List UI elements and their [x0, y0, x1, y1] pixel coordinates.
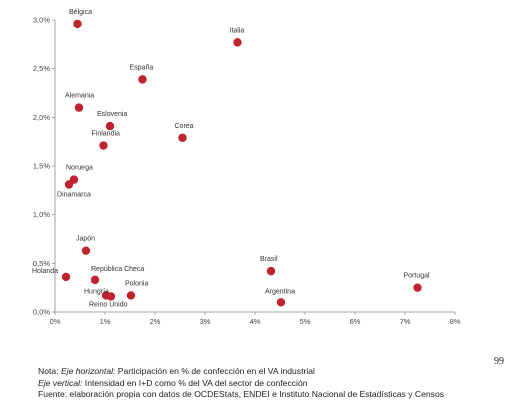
- note-prefix: Nota:: [38, 366, 61, 376]
- point-label: Dinamarca: [57, 191, 91, 198]
- x-tick-label: 7%: [400, 317, 411, 326]
- x-tick-label: 3%: [200, 317, 211, 326]
- note-line-1: Nota: Eje horizontal: Participación en %…: [38, 366, 508, 378]
- point-label: Brasil: [260, 256, 278, 263]
- point-labels: Bélgica Italia España Alemania Eslovenia Finl…: [32, 9, 430, 309]
- data-point: [61, 272, 71, 282]
- point-label: Eslovenia: [97, 111, 127, 118]
- note-horizontal-axis-label: Eje horizontal:: [60, 366, 116, 376]
- note-horizontal-axis-text: Participación en % de confección en el V…: [115, 366, 315, 376]
- x-axis-ticks: 0% 1% 2% 3% 4% 5% 6% 7% 8%: [50, 312, 461, 326]
- y-tick-label: 1,0%: [33, 210, 50, 219]
- scatter-chart: 0% 1% 2% 3% 4% 5% 6% 7% 8% 0,0% 0,5% 1,0% 1,5% 2,0% 2…: [32, 9, 461, 326]
- point-label: Polonia: [125, 280, 148, 287]
- x-tick-label: 4%: [250, 317, 261, 326]
- point-label: Argentina: [265, 288, 295, 295]
- page-number: 99: [494, 356, 504, 367]
- data-point: [266, 266, 276, 276]
- x-tick-label: 0%: [50, 317, 61, 326]
- note-vertical-axis-label: Eje vertical:: [38, 377, 83, 388]
- data-point: [64, 180, 74, 189]
- x-tick-label: 5%: [300, 317, 311, 326]
- chart-notes: Nota: Eje horizontal: Participación en %…: [38, 366, 508, 401]
- y-tick-label: 2,5%: [33, 64, 50, 73]
- point-label: España: [130, 64, 154, 71]
- data-point: [73, 19, 82, 29]
- note-source: Fuente: elaboración propia con datos de …: [38, 389, 445, 400]
- data-point: [90, 275, 100, 285]
- note-vertical-axis-text: Intensidad en I+D como % del VA del sect…: [82, 377, 308, 388]
- note-line-2: Eje vertical: Intensidad en I+D como % d…: [38, 378, 508, 390]
- point-label: Portugal: [404, 273, 431, 280]
- point-label: Japón: [76, 236, 95, 243]
- data-point: [413, 283, 422, 292]
- point-label: Noruega: [66, 165, 93, 172]
- y-axis-ticks: 0,0% 0,5% 1,0% 1,5% 2,0% 2,5% 3,0%: [33, 16, 55, 317]
- data-point: [178, 133, 187, 142]
- data-point: [233, 38, 242, 47]
- data-point: [276, 298, 286, 307]
- y-tick-label: 0,5%: [33, 259, 50, 268]
- x-tick-label: 8%: [450, 317, 461, 326]
- y-tick-label: 0,0%: [33, 308, 50, 317]
- x-tick-label: 6%: [350, 317, 361, 326]
- x-tick-label: 1%: [100, 317, 111, 326]
- point-label: Reino Unido: [89, 301, 128, 308]
- data-points: [61, 19, 422, 307]
- y-tick-label: 1,5%: [33, 162, 50, 171]
- y-tick-label: 3,0%: [33, 16, 50, 25]
- data-point: [81, 246, 91, 255]
- point-label: Alemania: [65, 93, 94, 100]
- x-tick-label: 2%: [150, 317, 161, 326]
- point-label: Italia: [230, 27, 245, 34]
- point-label: Bélgica: [69, 9, 92, 16]
- data-point: [126, 291, 136, 300]
- data-point: [106, 292, 116, 301]
- point-label: Hungría: [84, 288, 109, 295]
- point-label: República Checa: [91, 266, 144, 273]
- data-point: [105, 121, 115, 131]
- data-point: [74, 103, 84, 112]
- point-label: Finlandia: [92, 131, 121, 138]
- point-label: Holanda: [32, 268, 58, 275]
- y-tick-label: 2,0%: [33, 113, 50, 122]
- point-label: Corea: [175, 123, 194, 130]
- data-point: [99, 141, 108, 150]
- data-point: [138, 75, 147, 84]
